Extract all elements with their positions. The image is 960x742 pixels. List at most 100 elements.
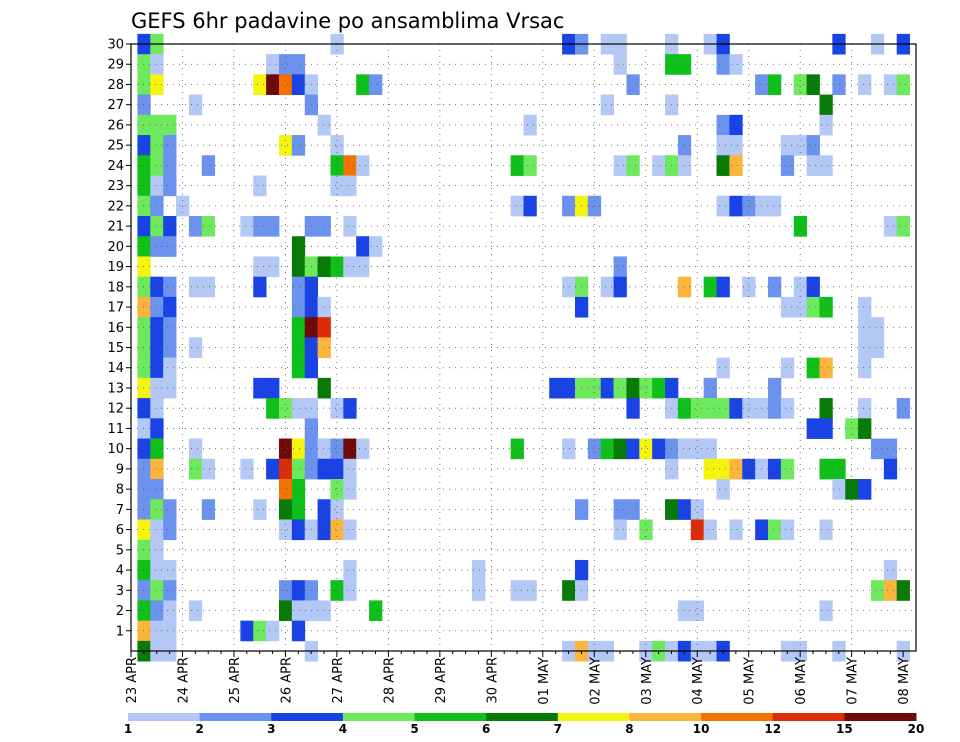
heatmap-cell — [587, 438, 602, 460]
heatmap-cell — [150, 418, 164, 439]
heatmap-cell — [793, 296, 808, 318]
colorbar-swatch — [629, 713, 702, 721]
heatmap-cell — [137, 114, 151, 136]
heatmap-cell — [150, 479, 164, 500]
heatmap-cell — [510, 195, 524, 217]
y-tick-label: 11 — [107, 422, 124, 437]
heatmap-cell — [317, 114, 331, 136]
heatmap-cell — [343, 175, 357, 197]
heatmap-cell — [613, 54, 627, 75]
heatmap-cell — [137, 317, 151, 338]
heatmap-cell — [780, 155, 795, 176]
heatmap-cell — [150, 600, 164, 622]
heatmap-cell — [150, 54, 164, 75]
heatmap-cell — [510, 580, 524, 601]
heatmap-cell — [703, 377, 717, 399]
heatmap-cell — [356, 256, 370, 278]
heatmap-cell — [729, 195, 743, 217]
colorbar-label: 7 — [554, 722, 562, 736]
heatmap-cell — [729, 519, 743, 541]
heatmap-cell — [137, 377, 151, 399]
heatmap-cell — [356, 236, 370, 257]
heatmap-cell — [819, 600, 833, 622]
heatmap-cell — [806, 418, 820, 439]
y-tick-label: 21 — [107, 220, 124, 235]
heatmap-cell — [278, 519, 293, 541]
colorbar-label: 1 — [124, 722, 132, 736]
heatmap-cell — [291, 458, 306, 480]
heatmap-cell — [729, 398, 743, 419]
colorbar-label: 20 — [908, 722, 925, 736]
colorbar-swatch — [271, 713, 344, 721]
heatmap-cell — [137, 499, 151, 520]
heatmap-cell — [150, 580, 164, 601]
heatmap-cell — [652, 377, 666, 399]
heatmap-cell — [137, 398, 151, 419]
heatmap-cell — [137, 175, 151, 197]
heatmap-cell — [768, 195, 782, 217]
heatmap-cell — [317, 519, 331, 541]
colorbar-swatch — [199, 713, 272, 721]
grid-lines — [131, 44, 916, 651]
heatmap-cell — [369, 600, 383, 622]
heatmap-cell — [137, 600, 151, 622]
heatmap-cell — [163, 600, 177, 622]
heatmap-cell — [690, 499, 705, 520]
heatmap-cell — [330, 499, 344, 520]
heatmap-cell — [291, 580, 306, 601]
heatmap-cell — [716, 195, 730, 217]
heatmap-cell — [163, 175, 177, 197]
heatmap-cell — [510, 155, 524, 176]
heatmap-cell — [291, 620, 306, 642]
heatmap-cell — [562, 438, 576, 460]
heatmap-cell — [883, 215, 898, 237]
heatmap-cell — [780, 357, 795, 379]
heatmap-cell — [253, 215, 267, 237]
colorbar-label: 15 — [836, 722, 853, 736]
chart-title: GEFS 6hr padavine po ansamblima Vrsac — [131, 9, 564, 33]
heatmap-cell — [356, 155, 370, 176]
heatmap-cell — [819, 519, 833, 541]
heatmap-cell — [137, 458, 151, 480]
heatmap-cell — [266, 458, 280, 480]
heatmap-cell — [600, 276, 614, 298]
heatmap-cell — [729, 155, 743, 176]
heatmap-cell — [677, 54, 692, 75]
x-tick-label: 08 MAY — [897, 657, 912, 705]
y-axis: 1234567891011121314151617181920212223242… — [107, 38, 131, 639]
heatmap-cell — [870, 580, 885, 601]
heatmap-cell — [343, 580, 357, 601]
heatmap-cell — [150, 499, 164, 520]
heatmap-cell — [562, 377, 576, 399]
heatmap-cell — [253, 175, 267, 197]
heatmap-cell — [330, 155, 344, 176]
heatmap-cell — [188, 600, 203, 622]
heatmap-cell — [291, 337, 306, 359]
heatmap-cell — [819, 357, 833, 379]
heatmap-cell — [150, 114, 164, 136]
heatmap-cell — [780, 519, 795, 541]
heatmap-cell — [188, 94, 203, 116]
heatmap-cell — [369, 74, 383, 95]
heatmap-cell — [278, 438, 293, 460]
heatmap-cell — [356, 438, 370, 460]
heatmap-cell — [266, 215, 280, 237]
heatmap-cell — [266, 256, 280, 278]
heatmap-cell — [317, 296, 331, 318]
heatmap-cell — [291, 296, 306, 318]
y-tick-label: 30 — [107, 38, 124, 53]
heatmap-cell — [768, 458, 782, 480]
heatmap-cell — [343, 438, 357, 460]
heatmap-cell — [291, 236, 306, 257]
heatmap-cell — [626, 155, 640, 176]
heatmap-cell — [330, 479, 344, 500]
heatmap-cell — [562, 276, 576, 298]
heatmap-cell — [163, 337, 177, 359]
heatmap-cell — [870, 337, 885, 359]
heatmap-cell — [163, 135, 177, 156]
heatmap-cell — [549, 377, 563, 399]
heatmap-cell — [163, 499, 177, 520]
heatmap-cell — [883, 74, 898, 95]
heatmap-cell — [137, 519, 151, 541]
heatmap-cell — [819, 458, 833, 480]
